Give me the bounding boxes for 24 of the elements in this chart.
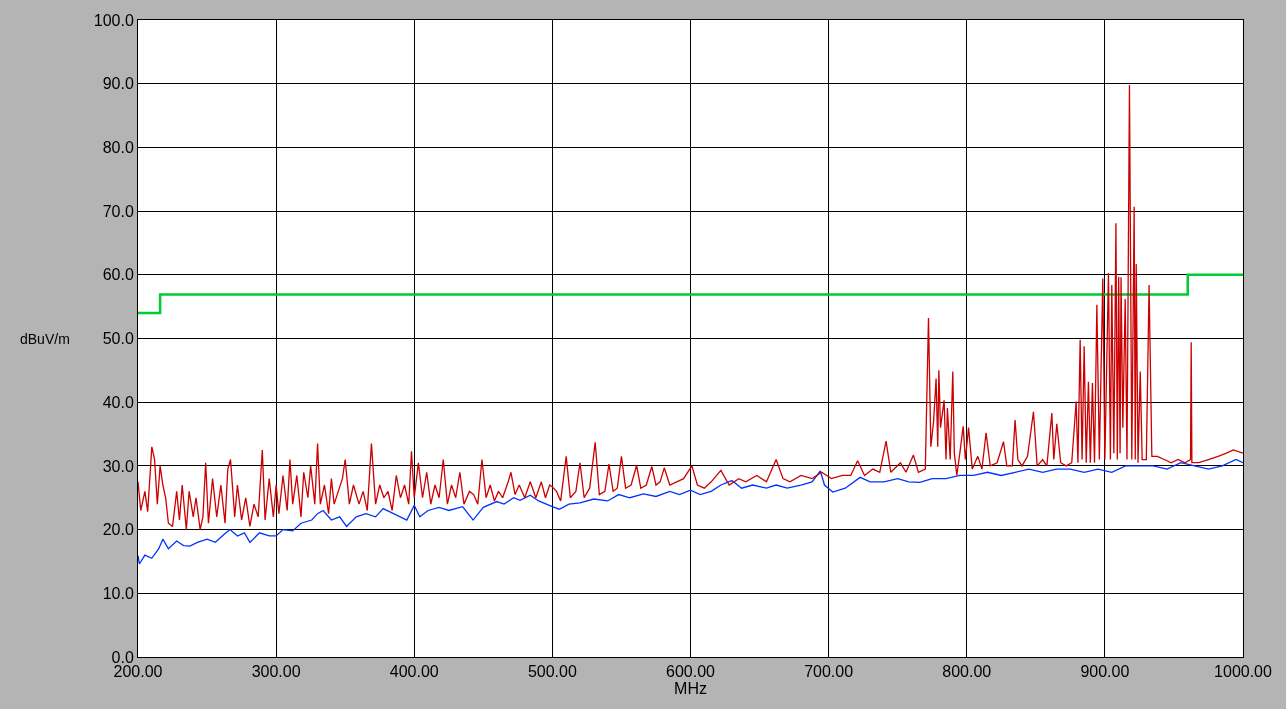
x-tick-label: 900.00 <box>1080 663 1130 681</box>
y-tick-label: 50.0 <box>102 330 134 348</box>
x-tick-label: 1000.00 <box>1214 663 1273 681</box>
x-tick-label: 800.00 <box>942 663 992 681</box>
x-tick-label: 700.00 <box>804 663 854 681</box>
y-tick-label: 0.0 <box>111 648 134 666</box>
x-tick-label: 500.00 <box>527 663 577 681</box>
y-tick-label: 70.0 <box>102 202 134 220</box>
x-tick-label: 400.00 <box>389 663 439 681</box>
y-tick-label: 80.0 <box>102 139 134 156</box>
y-tick-label: 90.0 <box>102 75 134 93</box>
y-tick-label: 10.0 <box>102 584 134 602</box>
x-axis-title: MHz <box>674 680 707 698</box>
line-series <box>138 84 1243 531</box>
y-tick-label: 100.0 <box>93 11 134 29</box>
x-tick-label: 300.00 <box>251 663 301 681</box>
x-tick-label: 200.00 <box>113 663 163 681</box>
line-series <box>138 458 1243 565</box>
y-axis-title: dBuV/m <box>20 331 70 347</box>
y-tick-label: 30.0 <box>102 457 134 475</box>
x-tick-label: 600.00 <box>666 663 716 681</box>
y-tick-label: 60.0 <box>102 266 134 284</box>
y-tick-label: 40.0 <box>102 393 134 411</box>
y-tick-label: 20.0 <box>102 521 134 539</box>
